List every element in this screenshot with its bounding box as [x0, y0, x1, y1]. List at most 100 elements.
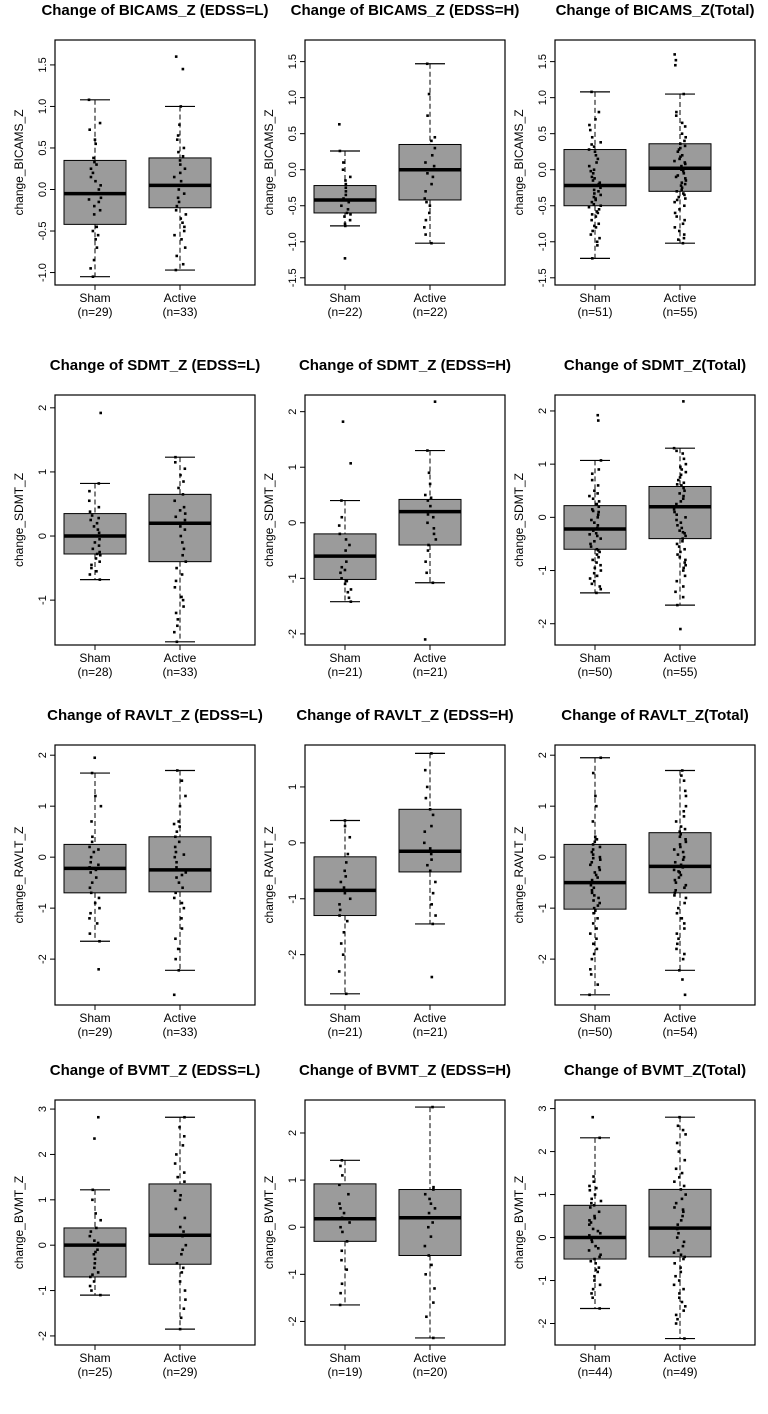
data-point [682, 481, 686, 485]
plot-frame [304, 1099, 506, 1346]
data-point [681, 858, 685, 862]
x-tick-group-n: (n=55) [662, 305, 697, 319]
data-point [674, 63, 677, 67]
data-point [97, 200, 101, 204]
data-point [683, 547, 686, 551]
data-point [590, 878, 594, 882]
data-point [430, 241, 433, 245]
x-tick-group-n: (n=55) [662, 665, 697, 679]
data-point [343, 819, 347, 822]
data-point [679, 873, 683, 877]
y-tick-label: 1 [537, 803, 549, 809]
data-point [98, 553, 102, 557]
data-point [429, 852, 433, 856]
x-tick-group-name: Active [414, 651, 447, 665]
data-point [675, 215, 678, 218]
y-tick-label: -1 [37, 1286, 49, 1296]
data-point [682, 922, 686, 925]
data-point [428, 482, 432, 486]
box-sham: Sham(n=22) [313, 123, 377, 319]
data-point [177, 840, 181, 844]
data-point [598, 901, 601, 905]
data-point [180, 238, 183, 241]
box-sham: Sham(n=50) [563, 413, 627, 679]
data-point [676, 942, 679, 946]
y-tick-label: 0.0 [287, 162, 299, 177]
data-point [343, 568, 347, 572]
data-point [593, 224, 596, 228]
data-point [426, 499, 430, 502]
data-point [680, 774, 683, 777]
y-tick-label: 1.0 [37, 99, 49, 114]
data-point [88, 932, 92, 935]
data-point [179, 1193, 182, 1197]
data-point [95, 569, 98, 573]
data-point [347, 596, 351, 600]
data-point [181, 553, 184, 557]
data-point [588, 1234, 591, 1237]
x-tick-group-name: Sham [579, 1351, 610, 1365]
data-point [593, 1193, 597, 1196]
y-tick-label: 1.0 [537, 90, 549, 105]
data-point [598, 1307, 601, 1310]
data-point [677, 1279, 681, 1282]
data-point [340, 577, 343, 580]
data-point [427, 1254, 431, 1257]
y-tick-label: 3 [37, 1106, 49, 1112]
data-point [677, 906, 680, 910]
data-point [681, 497, 685, 501]
data-point [179, 179, 183, 183]
data-point [428, 1197, 431, 1201]
data-point [347, 1192, 350, 1196]
data-point [175, 860, 178, 864]
data-point [675, 190, 679, 193]
data-point [681, 1208, 685, 1211]
data-point [91, 1198, 94, 1202]
y-tick-label: 0 [37, 533, 49, 539]
data-point [674, 888, 677, 892]
data-point [678, 529, 681, 532]
data-point [598, 1255, 601, 1259]
data-point [592, 202, 596, 206]
data-point [349, 213, 352, 216]
data-point [89, 911, 92, 915]
data-point [337, 970, 341, 973]
data-point [87, 499, 91, 503]
data-point [424, 161, 427, 164]
data-point [673, 226, 677, 229]
data-point [180, 868, 183, 872]
data-point [599, 1253, 602, 1257]
box-sham: Sham(n=21) [313, 420, 377, 679]
x-tick-group-n: (n=29) [77, 305, 112, 319]
data-point [423, 638, 427, 641]
data-point [587, 148, 591, 151]
data-point [597, 1236, 600, 1239]
data-point [90, 840, 94, 844]
data-point [430, 858, 433, 861]
data-point [679, 1266, 682, 1269]
data-point [96, 233, 100, 237]
chart-panel-1: Change of BICAMS_Z (EDSS=L) -1.0 -0.5 0.0 0.… [12, 2, 269, 319]
box-sham: Sham(n=28) [63, 411, 127, 679]
data-point [99, 196, 103, 200]
data-point [680, 917, 684, 920]
y-axis-label: change_SDMT_Z [512, 473, 526, 567]
x-tick-group-n: (n=33) [162, 665, 197, 679]
data-point [680, 505, 683, 509]
data-point [430, 153, 434, 157]
y-axis-label: change_BVMT_Z [262, 1176, 276, 1269]
data-point [676, 1317, 679, 1321]
data-point [599, 141, 602, 144]
data-point [590, 860, 594, 864]
data-point [88, 573, 92, 576]
data-point [424, 849, 428, 853]
data-point [184, 871, 188, 874]
data-point [184, 213, 188, 216]
data-point [676, 174, 680, 177]
data-point [682, 1257, 685, 1261]
data-point [676, 1124, 680, 1128]
data-point [177, 188, 181, 191]
data-point [592, 942, 595, 946]
x-tick-group-name: Active [164, 291, 197, 305]
data-point [678, 476, 682, 479]
